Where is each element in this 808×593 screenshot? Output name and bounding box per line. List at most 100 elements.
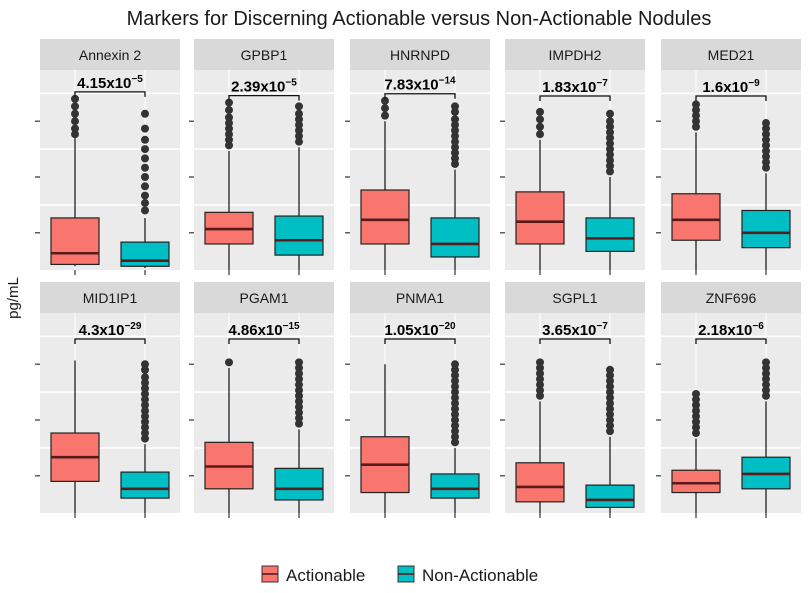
facet-panel: IMPDH2 1.83x10−7 <box>500 39 645 275</box>
outlier-point <box>225 124 233 133</box>
outlier-point <box>762 119 770 128</box>
facet-strip <box>661 39 801 70</box>
outlier-point <box>225 358 233 367</box>
facet-strip <box>505 39 645 70</box>
facet-label: PGAM1 <box>239 290 288 306</box>
outlier-point <box>141 154 149 163</box>
outlier-point <box>295 363 303 372</box>
outlier-point <box>381 104 389 113</box>
p-value-label: 3.65x10−7 <box>542 321 608 339</box>
box-non-actionable <box>274 215 324 256</box>
outlier-point <box>606 371 614 380</box>
outlier-point <box>295 102 303 111</box>
box-actionable <box>515 462 565 503</box>
outlier-point <box>692 389 700 398</box>
outlier-point <box>141 378 149 387</box>
outlier-point <box>141 434 149 443</box>
outlier-point <box>295 402 303 411</box>
facet-label: GPBP1 <box>241 47 288 63</box>
outlier-point <box>141 206 149 215</box>
legend-label: Actionable <box>286 566 365 585</box>
outlier-point <box>295 414 303 423</box>
outlier-point <box>536 391 544 400</box>
outlier-point <box>451 107 459 116</box>
outlier-point <box>762 163 770 172</box>
outlier-point <box>606 150 614 159</box>
p-value-label: 1.83x10−7 <box>542 78 608 96</box>
facet-strip <box>350 39 490 70</box>
outlier-point <box>692 117 700 126</box>
outlier-point <box>141 135 149 144</box>
significance-bracket <box>695 338 767 344</box>
outlier-point <box>762 124 770 133</box>
outlier-point <box>451 421 459 430</box>
outlier-point <box>606 122 614 131</box>
outlier-point <box>762 380 770 389</box>
outlier-point <box>762 363 770 372</box>
facet-label: ZNF696 <box>706 290 757 306</box>
outlier-point <box>451 120 459 129</box>
box-non-actionable <box>274 467 324 501</box>
facet-strip <box>194 282 334 313</box>
outlier-point <box>606 410 614 419</box>
outlier-point <box>451 102 459 111</box>
significance-bracket <box>539 338 611 344</box>
outlier-point <box>71 124 79 133</box>
box-actionable <box>50 217 100 266</box>
outlier-point <box>141 417 149 426</box>
significance-bracket <box>384 338 456 344</box>
outlier-point <box>451 365 459 374</box>
facet-label: PNMA1 <box>396 290 444 306</box>
outlier-point <box>606 117 614 126</box>
outlier-point <box>141 360 149 369</box>
outlier-point <box>141 412 149 421</box>
outlier-point <box>141 406 149 415</box>
facet-panel: GPBP1 2.39x10−5 <box>189 39 334 275</box>
outlier-point <box>692 106 700 115</box>
outlier-point <box>451 388 459 397</box>
outlier-point <box>295 137 303 146</box>
facet-strip <box>40 282 180 313</box>
box-non-actionable <box>430 473 480 499</box>
facet-strip <box>661 282 801 313</box>
outlier-point <box>141 365 149 374</box>
outlier-point <box>451 159 459 168</box>
outlier-point <box>692 412 700 421</box>
outlier-point <box>295 375 303 384</box>
outlier-point <box>451 438 459 447</box>
outlier-point <box>295 132 303 141</box>
outlier-point <box>536 115 544 124</box>
p-value-exponent: −29 <box>124 321 141 332</box>
outlier-point <box>295 369 303 378</box>
outlier-point <box>692 100 700 109</box>
outlier-point <box>451 148 459 157</box>
outlier-point <box>606 421 614 430</box>
outlier-point <box>141 173 149 181</box>
facet-label: HNRNPD <box>390 47 450 63</box>
facet-strip <box>350 282 490 313</box>
outlier-point <box>762 369 770 378</box>
facet-label: SGPL1 <box>552 290 597 306</box>
outlier-point <box>606 365 614 374</box>
box-non-actionable <box>585 484 635 509</box>
outlier-point <box>606 133 614 142</box>
outlier-point <box>141 109 149 118</box>
p-value-label: 4.15x10−5 <box>77 74 143 92</box>
box-actionable <box>671 193 721 241</box>
outlier-point <box>762 141 770 150</box>
outlier-point <box>536 122 544 131</box>
p-value-label: 2.18x10−6 <box>698 321 764 339</box>
outlier-point <box>451 399 459 408</box>
box-actionable <box>671 469 721 494</box>
facet-label: MID1IP1 <box>83 290 138 306</box>
outlier-point <box>606 156 614 165</box>
outlier-point <box>451 416 459 424</box>
outlier-point <box>295 358 303 367</box>
outlier-point <box>536 358 544 367</box>
box-non-actionable <box>741 209 791 249</box>
outlier-point <box>451 371 459 380</box>
outlier-point <box>692 401 700 410</box>
outlier-point <box>536 130 544 139</box>
